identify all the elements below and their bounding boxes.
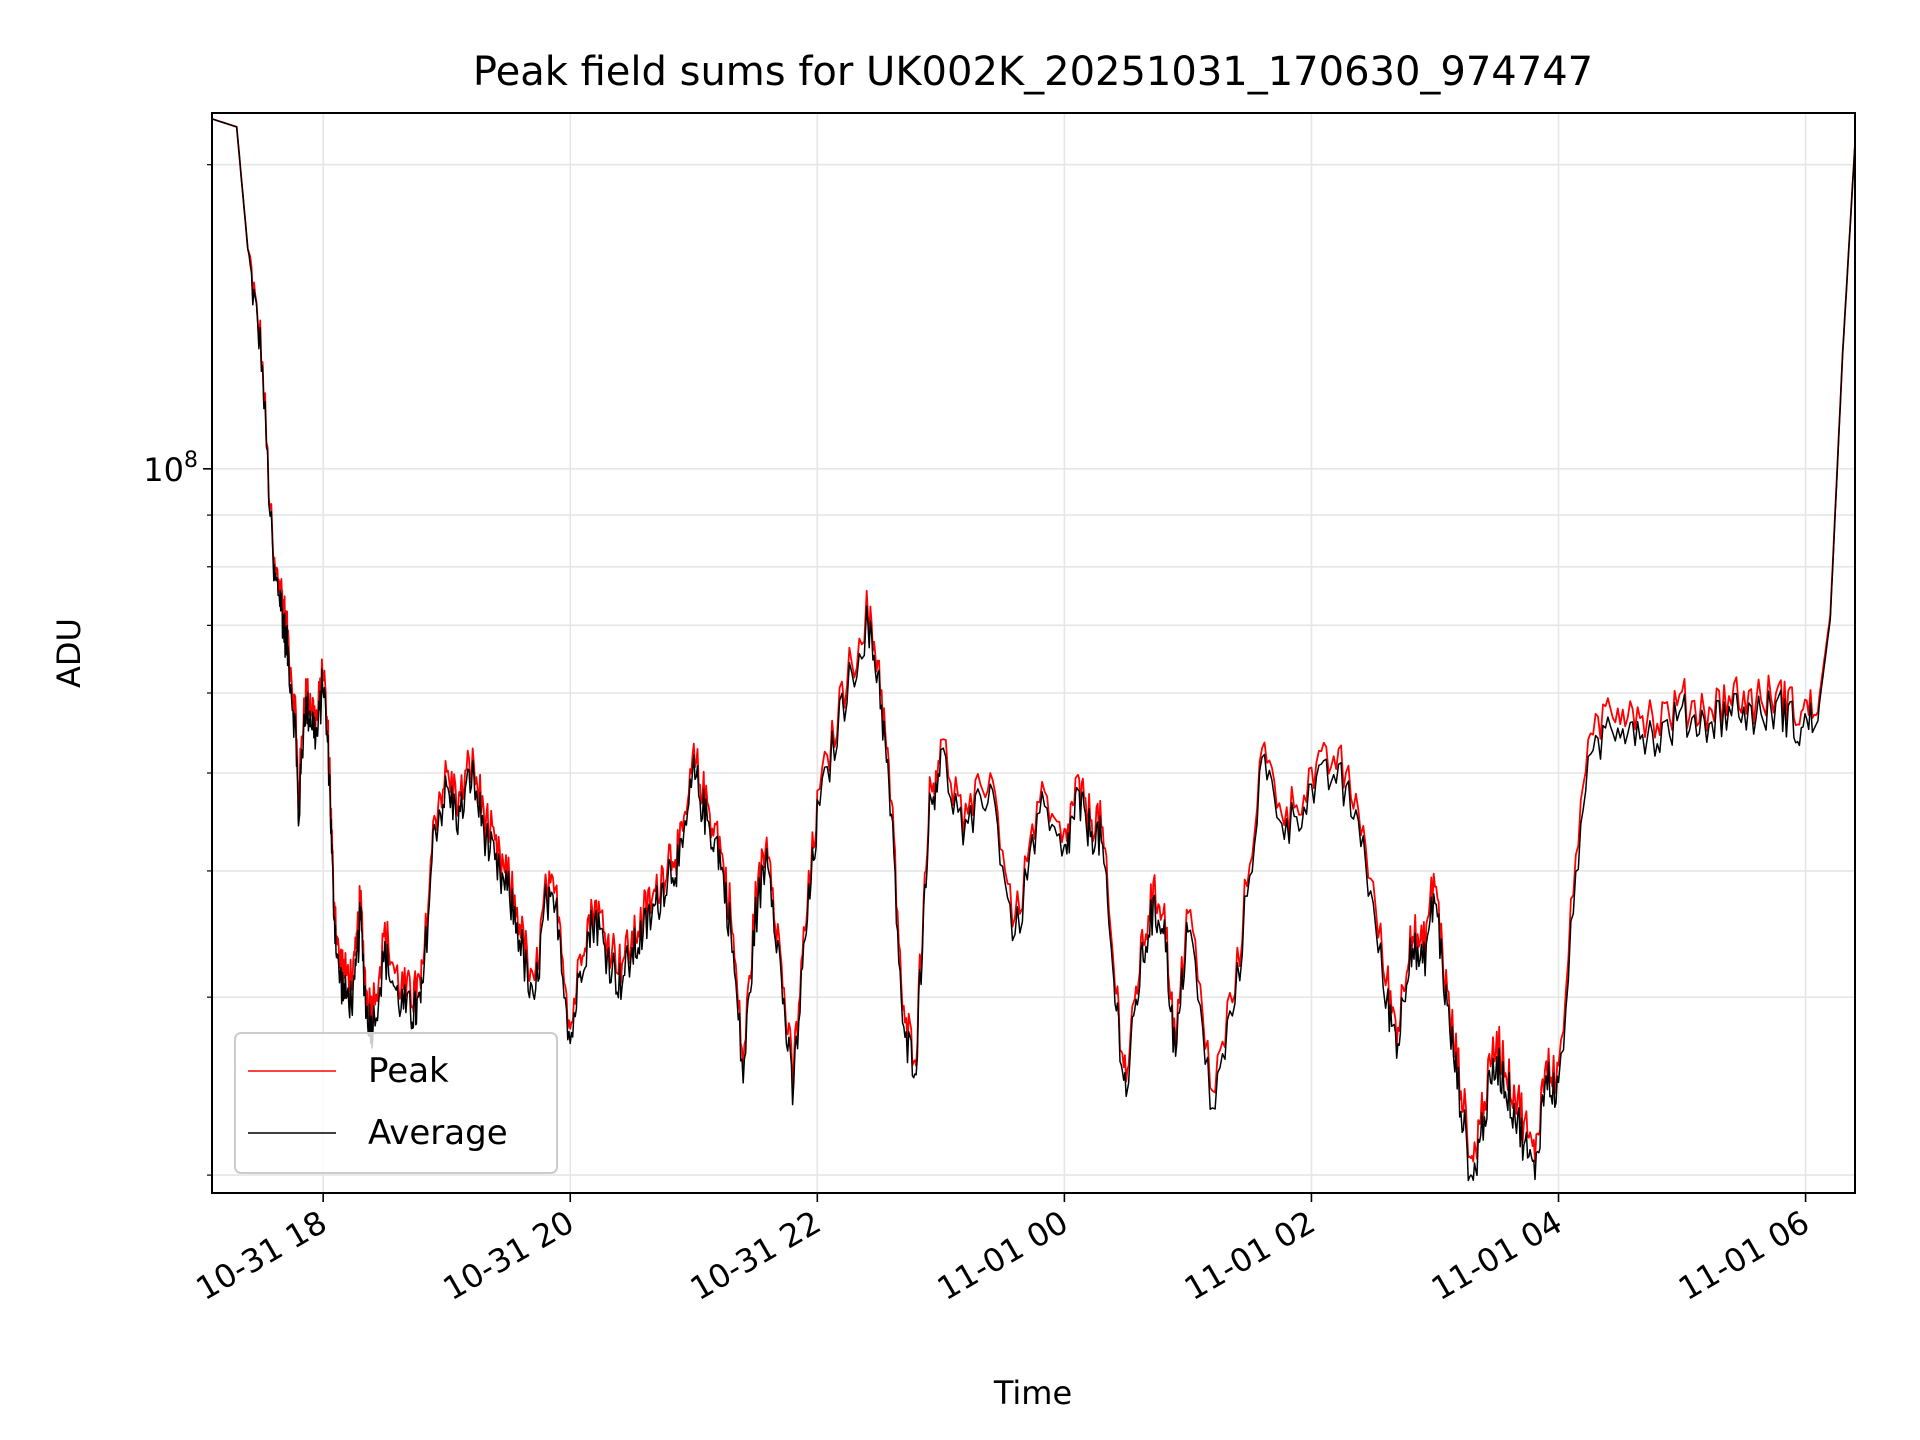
y-axis-label: ADU [50,618,88,688]
series-group [211,118,1856,1182]
y-tick-label: 108 [143,448,198,489]
legend: Peak Average [234,1032,558,1174]
legend-peak-label: Peak [368,1051,449,1091]
series-line-average [211,118,1856,1182]
legend-box [234,1032,558,1174]
plot-frame [211,112,1856,1194]
grid [212,113,1855,1193]
legend-average-label: Average [368,1113,508,1153]
x-axis-label: Time [993,1374,1072,1412]
chart-title: Peak field sums for UK002K_20251031_1706… [473,49,1593,95]
y-axis: 108 [143,164,212,1176]
